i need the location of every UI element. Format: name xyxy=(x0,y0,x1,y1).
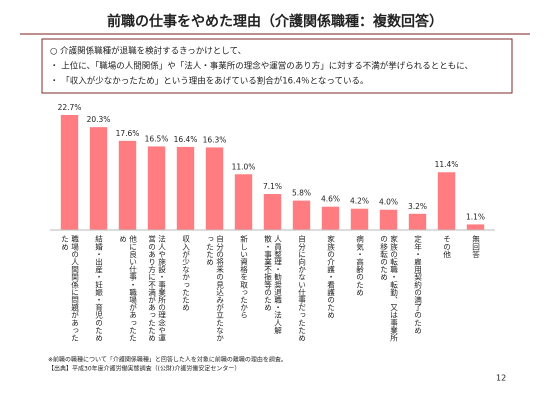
value-label: 16.5% xyxy=(145,134,169,143)
value-label: 16.3% xyxy=(203,135,227,144)
x-tick-label: 職場の人間関係に問題があったため xyxy=(60,235,80,342)
x-tick-label: 家族の介護・看護のため xyxy=(326,235,336,319)
x-label-box: 自分の将来の見込みが立たなかったため xyxy=(205,235,225,342)
bar xyxy=(379,209,398,230)
x-tick-label: 収入が少なかったため xyxy=(181,235,191,311)
x-tick-label: 無回答 xyxy=(471,235,481,258)
value-label: 4.2% xyxy=(350,197,369,206)
chart-title: 前職の仕事をやめた理由（介護関係職種：複数回答） xyxy=(107,13,443,30)
x-label-box: 定年・雇用契約の満了のため xyxy=(413,235,423,334)
x-label-box: 病気・高齢のため xyxy=(355,235,365,296)
x-tick-label: その他 xyxy=(442,235,452,258)
bar xyxy=(408,213,427,230)
x-tick-label: 他に良い仕事・職場があったため xyxy=(118,235,138,342)
value-label: 16.4% xyxy=(174,135,198,144)
x-tick-label: 人員整理・勧奨退職・法人解散・事業不振等のため xyxy=(263,235,283,334)
x-label-box: その他 xyxy=(442,235,452,258)
value-label: 17.6% xyxy=(116,129,140,138)
bar xyxy=(60,115,79,230)
x-label-box: 自分に向かない仕事だったため xyxy=(297,235,307,342)
bar xyxy=(292,200,311,230)
bar xyxy=(321,206,340,230)
x-label-box: 家族の転職・転勤、又は事業所の移転のため xyxy=(379,235,399,342)
x-tick-label: 自分に向かない仕事だったため xyxy=(297,235,307,342)
bar xyxy=(437,172,456,230)
value-label: 11.4% xyxy=(435,160,459,169)
page-number: 12 xyxy=(496,374,506,383)
footnote: 【出典】平成30年度介護労働実態調査（(公財)介護労働安定センター） xyxy=(48,365,240,373)
summary-line: ・ 上位に、「職場の人間関係」や「法人・事業所の理念や運営のあり方」に対する不満… xyxy=(50,61,473,72)
x-tick-label: 定年・雇用契約の満了のため xyxy=(413,235,423,334)
x-tick-label: 結婚・出産・妊娠・育児のため xyxy=(94,235,104,342)
x-label-box: 結婚・出産・妊娠・育児のため xyxy=(94,235,104,342)
bar xyxy=(350,208,369,230)
value-label: 7.1% xyxy=(263,182,282,191)
x-tick-label: 新しい資格を取ったから xyxy=(239,235,249,319)
value-label: 3.2% xyxy=(408,202,427,211)
summary-line: ○ 介護関係職種が退職を検討するきっかけとして、 xyxy=(50,46,246,57)
x-label-box: 職場の人間関係に問題があったため xyxy=(60,235,80,342)
bar xyxy=(263,194,282,230)
x-label-box: 人員整理・勧奨退職・法人解散・事業不振等のため xyxy=(263,235,283,334)
x-label-box: 収入が少なかったため xyxy=(181,235,191,311)
value-label: 4.0% xyxy=(379,198,398,207)
x-label-box: 法人や施設・事業所の理念や運営のあり方に不満があったため xyxy=(147,235,167,342)
bar xyxy=(118,140,137,230)
x-tick-label: 法人や施設・事業所の理念や運営のあり方に不満があったため xyxy=(147,235,167,342)
summary-line: ・ 「収入が少なかったため」という理由をあげている割合が16.4％となっている。 xyxy=(50,76,368,87)
x-tick-label: 病気・高齢のため xyxy=(355,235,365,296)
value-label: 20.3% xyxy=(87,115,111,124)
summary-box xyxy=(41,38,513,94)
x-label-box: 無回答 xyxy=(471,235,481,258)
x-tick-label: 自分の将来の見込みが立たなかったため xyxy=(205,235,225,342)
x-label-box: 他に良い仕事・職場があったため xyxy=(118,235,138,342)
value-label: 4.6% xyxy=(321,195,340,204)
bar xyxy=(466,224,485,230)
x-tick-label: 家族の転職・転勤、又は事業所の移転のため xyxy=(379,235,399,342)
footnote: ※前職の職種について「介護関係職種」と回答した人を対象に前職の離職の理由を調査。 xyxy=(48,356,287,364)
bar xyxy=(234,174,253,230)
value-label: 1.1% xyxy=(466,212,485,221)
bar xyxy=(147,146,166,230)
value-label: 5.8% xyxy=(292,189,311,198)
value-label: 11.0% xyxy=(232,162,256,171)
x-label-box: 新しい資格を取ったから xyxy=(239,235,249,319)
bar xyxy=(176,146,195,230)
bar xyxy=(89,127,108,230)
bar xyxy=(205,147,224,230)
value-label: 22.7% xyxy=(58,103,82,112)
x-label-box: 家族の介護・看護のため xyxy=(326,235,336,319)
